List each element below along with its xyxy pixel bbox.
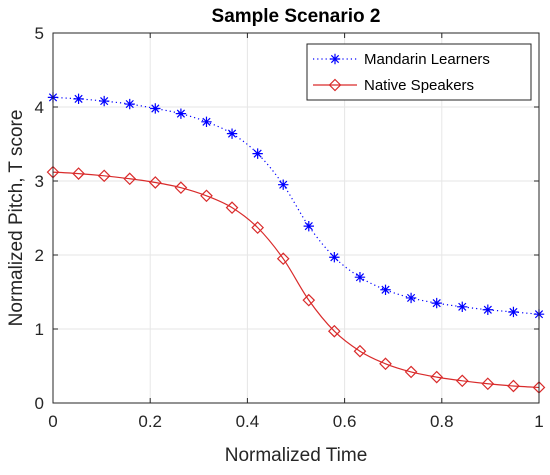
data-point-mandarin-learners	[124, 98, 135, 110]
legend-label-mandarin-learners: Mandarin Learners	[364, 51, 490, 68]
data-point-mandarin-learners	[482, 304, 494, 315]
series-line-native-speakers	[52, 171, 540, 389]
y-tick-label: 2	[35, 246, 44, 265]
data-point-native-speakers	[251, 221, 265, 234]
data-point-mandarin-learners	[278, 179, 289, 190]
y-tick-label: 1	[35, 320, 44, 339]
data-point-native-speakers	[353, 344, 367, 358]
x-tick-label: 0.4	[236, 412, 260, 431]
data-point-native-speakers	[455, 374, 469, 388]
data-point-mandarin-learners	[175, 108, 187, 119]
data-point-mandarin-learners	[252, 148, 263, 159]
data-point-native-speakers	[481, 377, 495, 391]
data-point-mandarin-learners	[431, 297, 442, 309]
data-point-mandarin-learners	[201, 116, 212, 127]
data-point-native-speakers	[97, 169, 111, 183]
y-axis-label: Normalized Pitch, T score	[6, 110, 27, 327]
data-point-mandarin-learners	[457, 301, 468, 312]
legend-marker-native-speakers	[328, 78, 342, 92]
plot-frame	[52, 32, 540, 404]
data-point-native-speakers	[507, 379, 520, 393]
data-point-native-speakers	[123, 172, 137, 186]
data-point-mandarin-learners	[508, 306, 519, 318]
data-point-mandarin-learners	[405, 292, 417, 304]
data-point-mandarin-learners	[380, 284, 391, 295]
data-point-mandarin-learners	[150, 103, 161, 114]
data-point-mandarin-learners	[226, 128, 238, 139]
data-point-native-speakers	[276, 252, 290, 266]
x-tick-label: 1	[534, 412, 543, 431]
data-point-native-speakers	[430, 370, 444, 384]
x-tick-label: 0	[48, 412, 57, 431]
chart-title: Sample Scenario 2	[212, 6, 381, 27]
data-point-native-speakers	[174, 181, 188, 195]
legend-box	[306, 43, 532, 101]
data-point-mandarin-learners	[73, 93, 84, 105]
data-point-mandarin-learners	[98, 95, 110, 107]
x-tick-label: 0.6	[333, 412, 357, 431]
x-tick-label: 0.8	[430, 412, 454, 431]
axis-ticks	[52, 32, 540, 404]
data-point-native-speakers	[302, 293, 316, 307]
legend-marker-mandarin-learners	[329, 53, 341, 65]
data-point-mandarin-learners	[329, 252, 340, 263]
x-axis-label: Normalized Time	[225, 445, 368, 466]
x-tick-label: 0.2	[138, 412, 162, 431]
y-tick-label: 4	[35, 98, 44, 117]
y-tick-label: 3	[35, 172, 44, 191]
data-point-native-speakers	[327, 324, 341, 338]
data-point-mandarin-learners	[354, 272, 366, 283]
tick-labels: 0 0.2 0.4 0.6 0.8 1 0 1 2 3 4 5	[35, 24, 544, 431]
legend: Mandarin Learners Native Speakers	[306, 43, 532, 101]
y-tick-label: 0	[35, 394, 44, 413]
data-point-native-speakers	[200, 189, 213, 203]
data-point-native-speakers	[379, 357, 392, 371]
data-point-native-speakers	[72, 167, 85, 180]
data-point-native-speakers	[404, 365, 418, 379]
legend-label-native-speakers: Native Speakers	[364, 77, 474, 94]
y-tick-label: 5	[35, 24, 44, 43]
data-point-native-speakers	[148, 176, 162, 189]
data-point-mandarin-learners	[303, 220, 314, 232]
data-point-native-speakers	[225, 201, 239, 214]
